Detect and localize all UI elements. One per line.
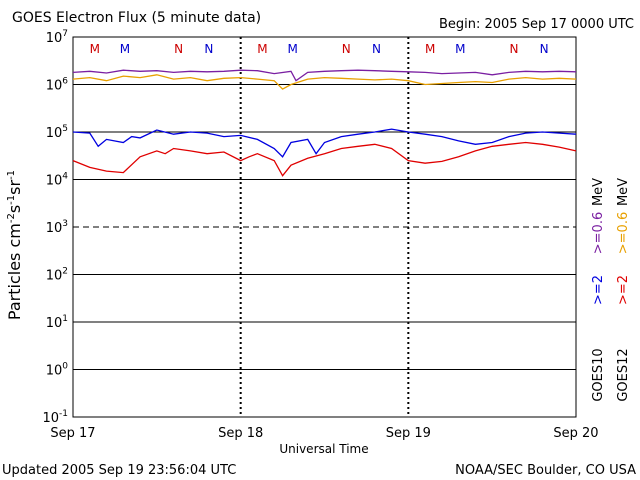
series-line [72, 69, 577, 82]
series-line [72, 128, 577, 158]
begin-label: Begin: 2005 Sep 17 0000 UTC [439, 17, 634, 32]
y-tick-label: 102 [46, 267, 68, 284]
x-tick-label: Sep 18 [218, 426, 263, 441]
series-line [72, 141, 577, 177]
x-tick-labels: Sep 17 Sep 18 Sep 19 Sep 20 [50, 426, 598, 441]
y-tick-label: 107 [46, 29, 68, 46]
mn-marker: M [425, 42, 435, 56]
x-tick-label: Sep 20 [553, 426, 598, 441]
satellite-label-goes10: GOES10 [591, 348, 606, 401]
x-tick-label: Sep 19 [386, 426, 431, 441]
mn-marker: N [174, 42, 183, 56]
mn-marker: N [509, 42, 518, 56]
legend-goes10-low: >=0.6 [616, 212, 631, 254]
updated-timestamp: Updated 2005 Sep 19 23:56:04 UTC [2, 463, 236, 478]
source-credit: NOAA/SEC Boulder, CO USA [455, 463, 636, 478]
y-tick-label: 10-1 [42, 409, 68, 426]
series-layer [72, 69, 577, 177]
x-tick-label: Sep 17 [50, 426, 95, 441]
mn-marker: N [540, 42, 549, 56]
y-tick-label: 101 [46, 314, 68, 331]
legend-goes12-low: >=0.6 [591, 212, 606, 254]
y-axis-label: Particles cm-2s-1sr-1 [5, 170, 24, 320]
decade-gridlines [73, 84, 576, 370]
x-axis-label: Universal Time [279, 442, 368, 456]
mn-marker: N [204, 42, 213, 56]
satellite-label-goes12: GOES12 [616, 348, 631, 401]
chart-title: GOES Electron Flux (5 minute data) [12, 10, 261, 26]
y-tick-label: 103 [46, 219, 68, 236]
mn-marker: N [342, 42, 351, 56]
legend-goes12-high: >=2 [591, 275, 606, 305]
legend-goes10-high: >=2 [616, 275, 631, 305]
series-line [72, 74, 577, 90]
mn-marker: M [120, 42, 130, 56]
mn-marker: M [90, 42, 100, 56]
y-tick-label: 104 [46, 172, 69, 189]
mn-marker: N [372, 42, 381, 56]
unit-label-goes12: MeV [616, 178, 631, 206]
y-tick-label: 100 [46, 362, 69, 379]
day-boundary-lines [239, 37, 410, 417]
y-tick-label: 105 [46, 124, 68, 141]
mn-marker: M [455, 42, 465, 56]
y-tick-label: 106 [46, 77, 69, 94]
mn-marker: M [257, 42, 267, 56]
y-tick-labels: 107 106 105 104 103 102 101 100 10-1 [42, 29, 68, 426]
unit-label-goes10: MeV [591, 178, 606, 206]
mn-marker: M [287, 42, 297, 56]
